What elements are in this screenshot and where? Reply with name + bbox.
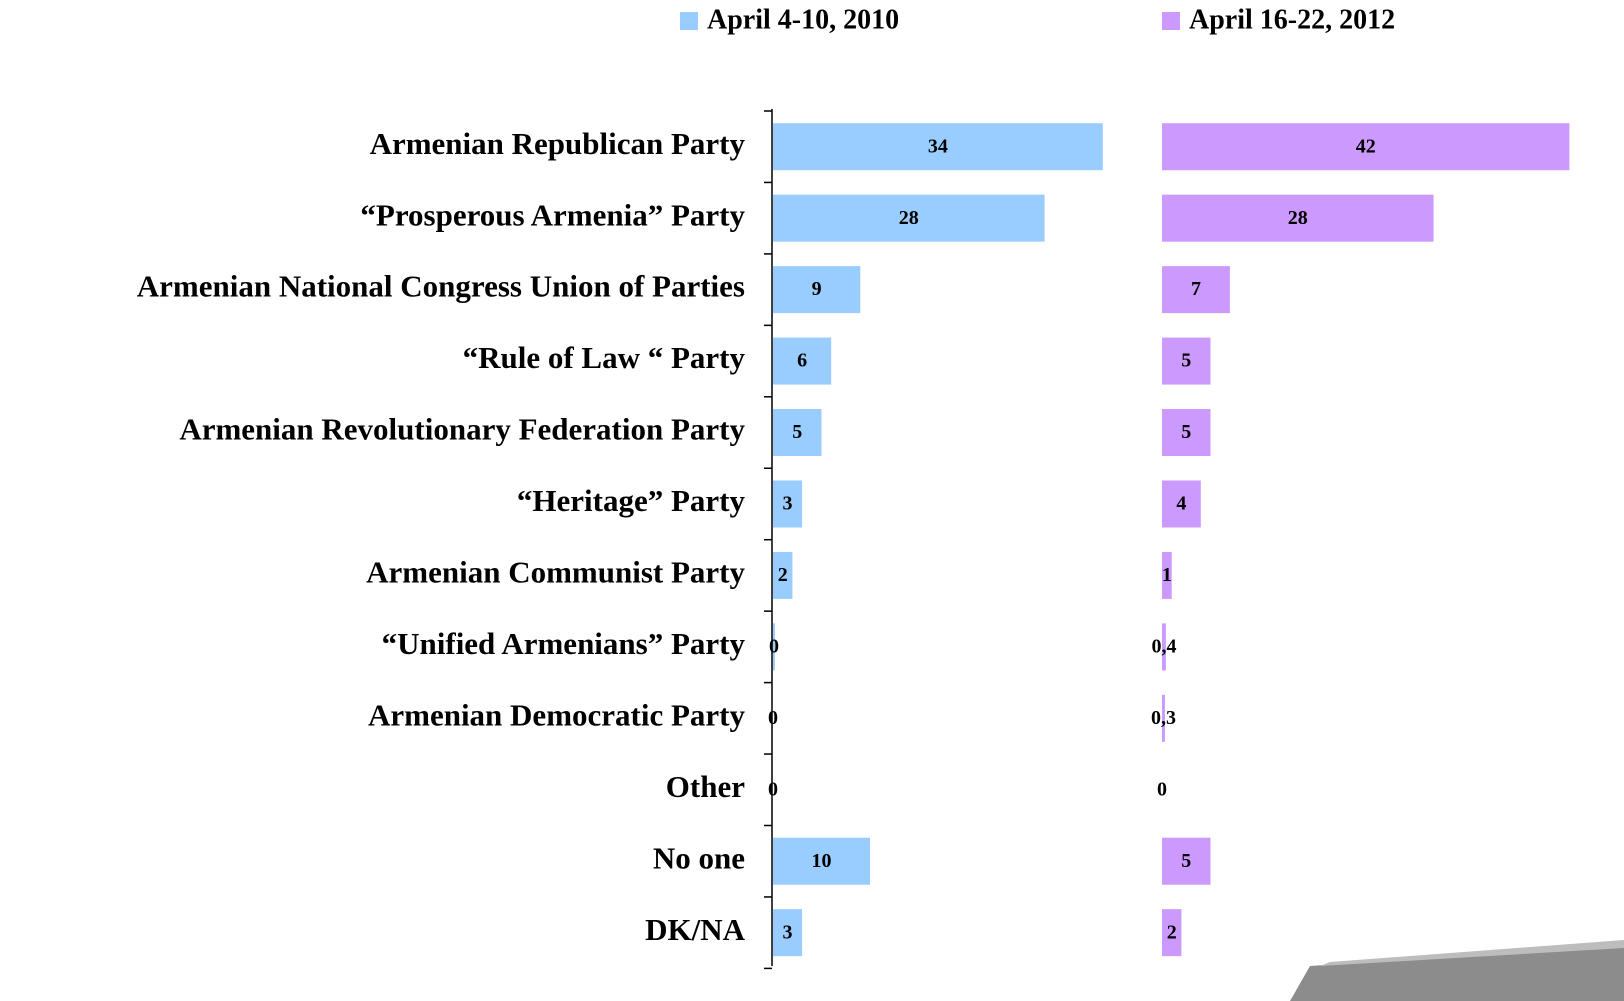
category-label: No one	[653, 840, 745, 875]
value-label: 0	[768, 778, 778, 800]
category-label: Armenian Revolutionary Federation Party	[179, 412, 745, 447]
decoration	[1290, 944, 1624, 1001]
value-label: 5	[1181, 350, 1191, 372]
value-label: 2	[1167, 921, 1177, 943]
bar	[773, 266, 861, 314]
category-label: “Unified Armenians” Party	[382, 626, 746, 661]
value-label: 0,3	[1151, 707, 1176, 729]
bar	[1162, 194, 1434, 242]
bar	[773, 480, 803, 528]
value-label: 5	[792, 421, 802, 443]
value-label: 34	[928, 135, 948, 157]
category-label: Armenian National Congress Union of Part…	[137, 269, 745, 304]
value-label: 3	[783, 493, 793, 515]
bar	[773, 551, 793, 599]
bar	[1162, 337, 1211, 385]
bar	[1162, 551, 1172, 599]
bar	[1162, 123, 1570, 171]
value-label: 42	[1356, 135, 1376, 157]
decoration	[1320, 940, 1624, 966]
value-label: 10	[812, 850, 832, 872]
value-label: 3	[783, 921, 793, 943]
legend-label: April 16-22, 2012	[1189, 4, 1395, 35]
value-label: 0	[769, 635, 779, 657]
value-label: 4	[1176, 493, 1186, 515]
bar	[773, 337, 832, 385]
category-label: DK/NA	[645, 912, 746, 947]
category-label: “Rule of Law “ Party	[463, 340, 746, 375]
legend-swatch	[1162, 12, 1180, 30]
category-label: Armenian Democratic Party	[368, 697, 746, 732]
value-label: 5	[1181, 850, 1191, 872]
bar	[773, 409, 822, 457]
bar	[1162, 266, 1230, 314]
bar	[1162, 409, 1211, 457]
bar	[773, 909, 803, 957]
value-label: 28	[899, 207, 919, 229]
category-label: “Prosperous Armenia” Party	[360, 197, 745, 232]
value-label: 7	[1191, 278, 1201, 300]
value-label: 2	[778, 564, 788, 586]
bar	[1162, 909, 1182, 957]
category-label: Other	[666, 769, 745, 804]
category-label: “Heritage” Party	[517, 483, 746, 518]
legend-label: April 4-10, 2010	[707, 4, 899, 35]
bar	[773, 623, 775, 671]
bar	[1162, 480, 1201, 528]
value-label: 0,4	[1151, 635, 1176, 657]
value-label: 1	[1162, 564, 1172, 586]
value-label: 0	[1157, 778, 1167, 800]
value-label: 6	[797, 350, 807, 372]
category-label: Armenian Republican Party	[370, 126, 746, 161]
category-label: Armenian Communist Party	[366, 555, 745, 590]
bar	[773, 837, 870, 885]
value-label: 28	[1288, 207, 1308, 229]
bar	[1162, 837, 1211, 885]
value-label: 5	[1181, 421, 1191, 443]
bar	[1162, 694, 1165, 742]
bar	[1162, 623, 1166, 671]
bar	[773, 194, 1045, 242]
bar	[773, 123, 1103, 171]
legend-swatch	[680, 12, 698, 30]
value-label: 9	[812, 278, 822, 300]
value-label: 0	[768, 707, 778, 729]
